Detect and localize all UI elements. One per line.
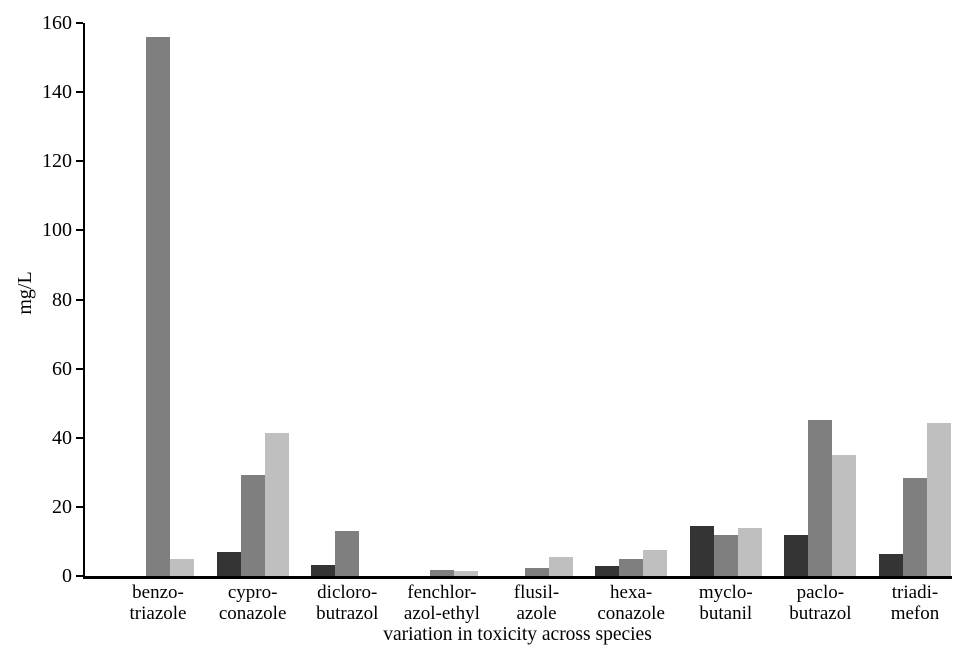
x-category-label-line: conazole [218, 603, 287, 624]
y-axis-tick [76, 298, 83, 301]
bar-species-dark [784, 534, 809, 576]
x-category-label: dicloro-butrazol [287, 582, 407, 624]
x-axis-title: variation in toxicity across species [383, 624, 652, 645]
x-category-label: paclo-butrazol [760, 582, 880, 624]
x-category-label: hexa-conazole [571, 582, 691, 624]
bar-species-medium [335, 531, 360, 576]
bar-species-dark [689, 525, 714, 576]
x-category-label-line: triadi- [891, 582, 939, 603]
plot-area: 0 20 40 60 80 100 120 140 160 benzo-triazole cypro… [42, 12, 952, 624]
bar-species-light [453, 570, 478, 576]
y-axis-tick [76, 22, 83, 24]
x-category-label-line: flusil- [513, 582, 560, 603]
bar-species-medium [240, 474, 265, 576]
bar-species-dark [879, 554, 903, 576]
x-category-label-line: dicloro- [317, 582, 378, 603]
bar-species-light [643, 550, 668, 576]
x-category-label-line: fenchlor- [407, 582, 477, 603]
x-category-label-line: mefon [890, 603, 940, 624]
y-axis-tick-label: 120 [42, 150, 72, 173]
x-category-label: benzo-triazole [98, 582, 218, 624]
y-axis-tick [76, 229, 83, 232]
x-category-label: triadi-mefon [855, 582, 973, 624]
x-category-label-line: paclo- [796, 582, 845, 603]
x-category-label: myclo-butanil [666, 582, 786, 624]
bar-species-light [264, 432, 289, 576]
bar-species-dark [595, 566, 620, 576]
x-category-label-line: myclo- [698, 582, 753, 603]
y-axis-tick [76, 505, 83, 508]
y-axis-tick-label: 0 [62, 565, 72, 587]
bar-species-medium [429, 569, 454, 576]
x-category-label-line: azole [516, 603, 557, 624]
y-axis-tick [76, 575, 83, 577]
x-category-label-line: conazole [597, 603, 665, 624]
bar-species-light [737, 528, 762, 576]
bar-species-light [927, 423, 951, 576]
bar-species-medium [713, 534, 738, 576]
bar-species-dark [216, 551, 241, 576]
bar-species-medium [808, 420, 833, 576]
x-category-label: flusil-azole [477, 582, 597, 624]
y-axis-tick [76, 436, 83, 439]
x-category-label-line: butanil [699, 603, 753, 624]
x-category-label-line: butrazol [316, 603, 379, 624]
bar-species-light [832, 455, 857, 576]
y-axis-tick-label: 100 [42, 219, 72, 242]
bar-species-dark [311, 564, 336, 576]
bar-species-medium [619, 559, 644, 576]
x-category-label-line: triazole [129, 603, 187, 624]
bar-species-medium [146, 36, 170, 576]
y-axis-tick [76, 91, 83, 94]
y-axis-tick-label: 20 [52, 495, 72, 518]
x-category-label: cypro-conazole [193, 582, 313, 624]
y-axis-tick-label: 140 [42, 81, 72, 104]
x-category-label-line: cypro- [227, 582, 278, 603]
x-category-label-line: butrazol [789, 603, 852, 624]
x-category-label: fenchlor-azol-ethyl [382, 582, 502, 624]
x-category-label-line: hexa- [610, 582, 653, 603]
y-axis-tick-label: 40 [52, 426, 72, 449]
y-axis-tick [76, 367, 83, 370]
y-axis-tick [76, 160, 83, 163]
y-axis-tick-label: 80 [52, 288, 72, 311]
x-category-label-line: benzo- [132, 582, 184, 603]
y-axis-tick-label: 160 [42, 12, 72, 34]
y-axis-tick-label: 60 [52, 357, 72, 380]
bar-species-light [170, 558, 194, 576]
bar-species-medium [903, 477, 927, 576]
x-category-label-line: azol-ethyl [403, 603, 480, 624]
bar-species-light [548, 556, 573, 576]
bar-species-medium [524, 567, 549, 576]
